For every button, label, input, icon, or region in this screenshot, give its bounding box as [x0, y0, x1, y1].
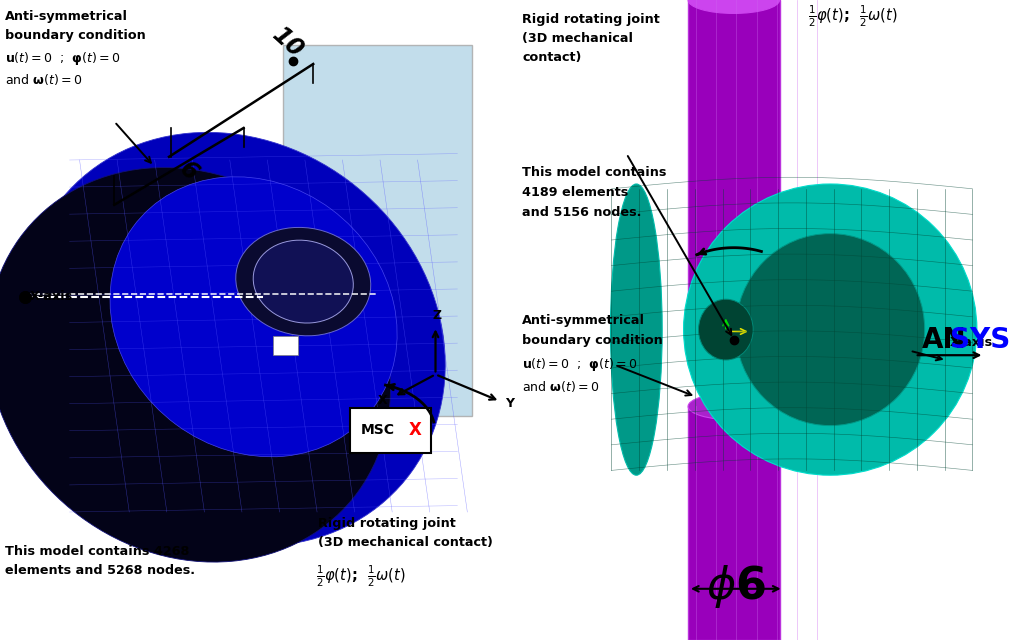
- Text: X: X: [409, 421, 422, 440]
- Ellipse shape: [684, 184, 977, 475]
- Text: contact): contact): [522, 51, 582, 64]
- Text: SYS: SYS: [950, 326, 1010, 355]
- Polygon shape: [283, 45, 472, 416]
- Text: AN: AN: [922, 326, 966, 355]
- Ellipse shape: [22, 132, 445, 546]
- Bar: [688, 0, 780, 342]
- Text: X-axis: X-axis: [950, 336, 993, 349]
- Ellipse shape: [688, 329, 780, 356]
- Text: Rigid rotating joint: Rigid rotating joint: [318, 517, 455, 530]
- Text: (3D mechanical contact): (3D mechanical contact): [318, 536, 493, 549]
- Text: $\mathbf{u}(t) = 0$  ;  $\mathbf{\varphi}(t) = 0$: $\mathbf{u}(t) = 0$ ; $\mathbf{\varphi}(…: [5, 50, 121, 67]
- Text: Y: Y: [505, 397, 515, 410]
- Ellipse shape: [736, 234, 924, 426]
- Text: MSC: MSC: [361, 424, 395, 437]
- Text: boundary condition: boundary condition: [522, 334, 662, 347]
- Text: and $\mathbf{\omega}(t) = 0$: and $\mathbf{\omega}(t) = 0$: [5, 72, 83, 87]
- Text: This model contains 4268: This model contains 4268: [5, 545, 190, 558]
- Text: X: X: [378, 394, 388, 406]
- FancyBboxPatch shape: [350, 408, 430, 453]
- Text: (3D mechanical: (3D mechanical: [522, 32, 633, 45]
- Ellipse shape: [688, 393, 780, 420]
- Text: This model contains: This model contains: [522, 166, 666, 179]
- Text: $\phi$6: $\phi$6: [706, 563, 765, 610]
- Ellipse shape: [698, 300, 753, 360]
- Text: 4189 elements: 4189 elements: [522, 186, 629, 198]
- Text: X-axis: X-axis: [30, 290, 73, 303]
- Text: Z: Z: [433, 309, 442, 322]
- Text: 10: 10: [268, 22, 309, 62]
- Bar: [688, 406, 780, 640]
- Text: and 5156 nodes.: and 5156 nodes.: [522, 206, 641, 219]
- Text: elements and 5268 nodes.: elements and 5268 nodes.: [5, 564, 195, 577]
- Ellipse shape: [0, 168, 390, 562]
- Text: $\mathbf{u}(t) = 0$  ;  $\mathbf{\varphi}(t) = 0$: $\mathbf{u}(t) = 0$ ; $\mathbf{\varphi}(…: [522, 356, 638, 373]
- Ellipse shape: [235, 227, 371, 336]
- Text: $\frac{1}{2}\varphi(t)$;  $\frac{1}{2}\omega(t)$: $\frac{1}{2}\varphi(t)$; $\frac{1}{2}\om…: [316, 563, 406, 589]
- Text: and $\mathbf{\omega}(t) = 0$: and $\mathbf{\omega}(t) = 0$: [522, 379, 599, 394]
- Text: Rigid rotating joint: Rigid rotating joint: [522, 13, 659, 26]
- Text: Anti-symmetrical: Anti-symmetrical: [522, 314, 645, 326]
- Ellipse shape: [253, 240, 354, 323]
- Ellipse shape: [610, 184, 662, 475]
- Ellipse shape: [688, 0, 780, 13]
- Text: boundary condition: boundary condition: [5, 29, 146, 42]
- Text: 6: 6: [174, 157, 203, 186]
- Ellipse shape: [110, 177, 397, 457]
- Bar: [273, 336, 299, 355]
- Text: $\frac{1}{2}\varphi(t)$;  $\frac{1}{2}\omega(t)$: $\frac{1}{2}\varphi(t)$; $\frac{1}{2}\om…: [808, 3, 898, 29]
- Text: Anti-symmetrical: Anti-symmetrical: [5, 10, 128, 22]
